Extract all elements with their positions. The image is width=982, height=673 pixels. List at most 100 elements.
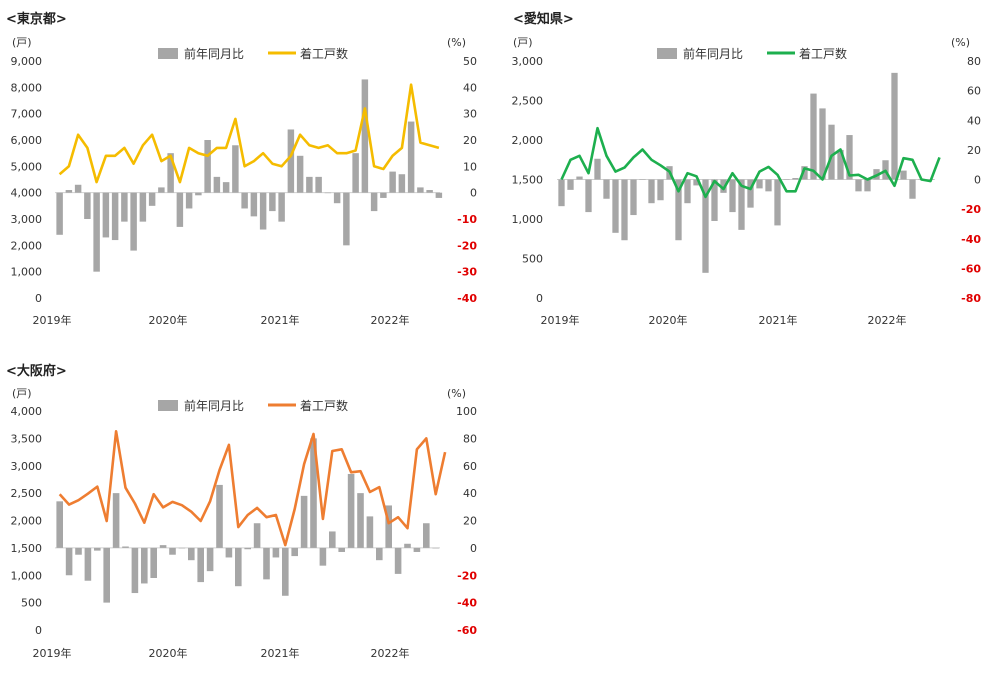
legend-label-bar: 前年同月比 (184, 398, 244, 413)
y-right-tick-label: 40 (967, 114, 981, 127)
y-right-tick-label: 20 (967, 144, 981, 157)
y-right-tick-label: -30 (457, 266, 477, 279)
bar-yoy (900, 170, 907, 180)
y-left-tick-label: 5,000 (11, 160, 43, 173)
y-left-tick-label: 1,000 (11, 569, 43, 582)
bar-yoy (287, 129, 295, 193)
bar-yoy (169, 547, 176, 555)
bar-yoy (675, 179, 682, 241)
y-right-unit: (%) (447, 387, 466, 400)
bar-yoy (167, 153, 174, 193)
y-left-tick-label: 6,000 (11, 134, 43, 147)
bar-yoy (112, 493, 120, 548)
y-left-tick-label: 9,000 (11, 55, 43, 68)
bar-yoy (300, 495, 308, 548)
bar-yoy (141, 547, 148, 584)
bar-yoy (222, 182, 230, 193)
bar-yoy (389, 171, 396, 193)
bar-yoy (585, 179, 592, 213)
y-right-tick-label: 80 (967, 55, 981, 68)
bar-yoy (576, 176, 583, 180)
y-left-tick-label: 1,000 (512, 213, 544, 226)
x-tick-label: 2019年 (33, 646, 72, 660)
bar-yoy (278, 192, 285, 222)
bar-yoy (130, 192, 137, 251)
bar-yoy (338, 547, 345, 552)
bar-yoy (385, 505, 392, 548)
y-right-tick-label: 100 (456, 405, 477, 418)
y-right-tick-label: 0 (470, 187, 477, 200)
x-tick-label: 2020年 (149, 313, 188, 327)
y-right-tick-label: -20 (457, 239, 477, 252)
y-left-tick-label: 3,500 (11, 432, 43, 445)
legend-swatch-bar (158, 48, 178, 59)
bar-yoy (567, 179, 574, 190)
bar-yoy (774, 179, 781, 226)
y-right-tick-label: 60 (967, 85, 981, 98)
bar-yoy (594, 158, 601, 180)
bar-yoy (756, 179, 763, 189)
bar-yoy (225, 547, 233, 558)
bar-yoy (603, 179, 610, 199)
y-right-tick-label: 40 (463, 487, 477, 500)
legend-label-bar: 前年同月比 (683, 46, 743, 61)
bar-yoy (376, 547, 383, 561)
bar-yoy (909, 179, 916, 199)
bar-yoy (65, 190, 73, 193)
bar-yoy (213, 176, 221, 193)
bar-yoy (370, 192, 378, 212)
y-left-tick-label: 1,500 (11, 542, 43, 555)
bar-yoy (426, 190, 433, 193)
bar-yoy (810, 93, 817, 180)
chart-title: <愛知県> (513, 12, 574, 27)
x-tick-label: 2021年 (261, 646, 300, 660)
y-left-tick-label: 4,000 (11, 187, 43, 200)
y-left-tick-label: 500 (522, 253, 543, 266)
bar-yoy (648, 179, 655, 204)
bar-yoy (729, 179, 736, 213)
x-tick-label: 2019年 (33, 313, 72, 327)
y-left-tick-label: 2,000 (11, 239, 43, 252)
y-left-tick-label: 0 (35, 292, 42, 305)
y-left-tick-label: 3,000 (11, 460, 43, 473)
bar-yoy (352, 153, 359, 193)
bar-yoy (657, 179, 664, 201)
bar-yoy (783, 179, 790, 180)
bar-yoy (684, 179, 691, 204)
chart-panel-osaka: <大阪府> (戸) (%) 0 500 1,000 1,500 2,000 2,500 3,00… (0, 350, 490, 669)
y-left-tick-label: 2,000 (512, 134, 544, 147)
bar-yoy (329, 531, 336, 548)
bar-yoy (738, 179, 745, 230)
y-left-tick-label: 2,500 (11, 487, 43, 500)
bar-yoy (413, 547, 421, 552)
bar-yoy (435, 192, 443, 198)
chart-panel-tokyo: <東京都> (戸) (%) 0 1,000 2,000 3,000 4,000 5,000 6,… (0, 0, 490, 335)
bar-yoy (343, 192, 350, 246)
bar-yoy (94, 547, 101, 551)
bar-yoy (282, 547, 289, 596)
legend-swatch-bar (657, 48, 677, 59)
y-left-tick-label: 0 (536, 292, 543, 305)
bar-yoy (333, 192, 341, 204)
y-right-tick-label: 50 (463, 55, 477, 68)
bar-yoy (558, 179, 565, 207)
y-right-unit: (%) (951, 36, 970, 49)
y-left-tick-label: 0 (35, 624, 42, 637)
y-left-tick-label: 2,500 (512, 95, 544, 108)
y-left-tick-label: 1,000 (11, 266, 43, 279)
y-right-tick-label: -20 (457, 569, 477, 582)
legend-swatch-bar (158, 400, 178, 411)
bar-yoy (432, 547, 439, 549)
y-left-unit: (戸) (12, 36, 32, 49)
bar-yoy (241, 192, 248, 209)
bar-yoy (837, 149, 844, 180)
bar-yoy (148, 192, 156, 206)
y-right-tick-label: -80 (961, 292, 981, 305)
bar-yoy (324, 192, 332, 194)
bar-yoy (84, 547, 92, 581)
bar-yoy (792, 178, 799, 180)
bar-yoy (380, 192, 387, 198)
bar-yoy (232, 145, 239, 193)
x-tick-label: 2022年 (371, 646, 410, 660)
y-left-unit: (戸) (513, 36, 533, 49)
